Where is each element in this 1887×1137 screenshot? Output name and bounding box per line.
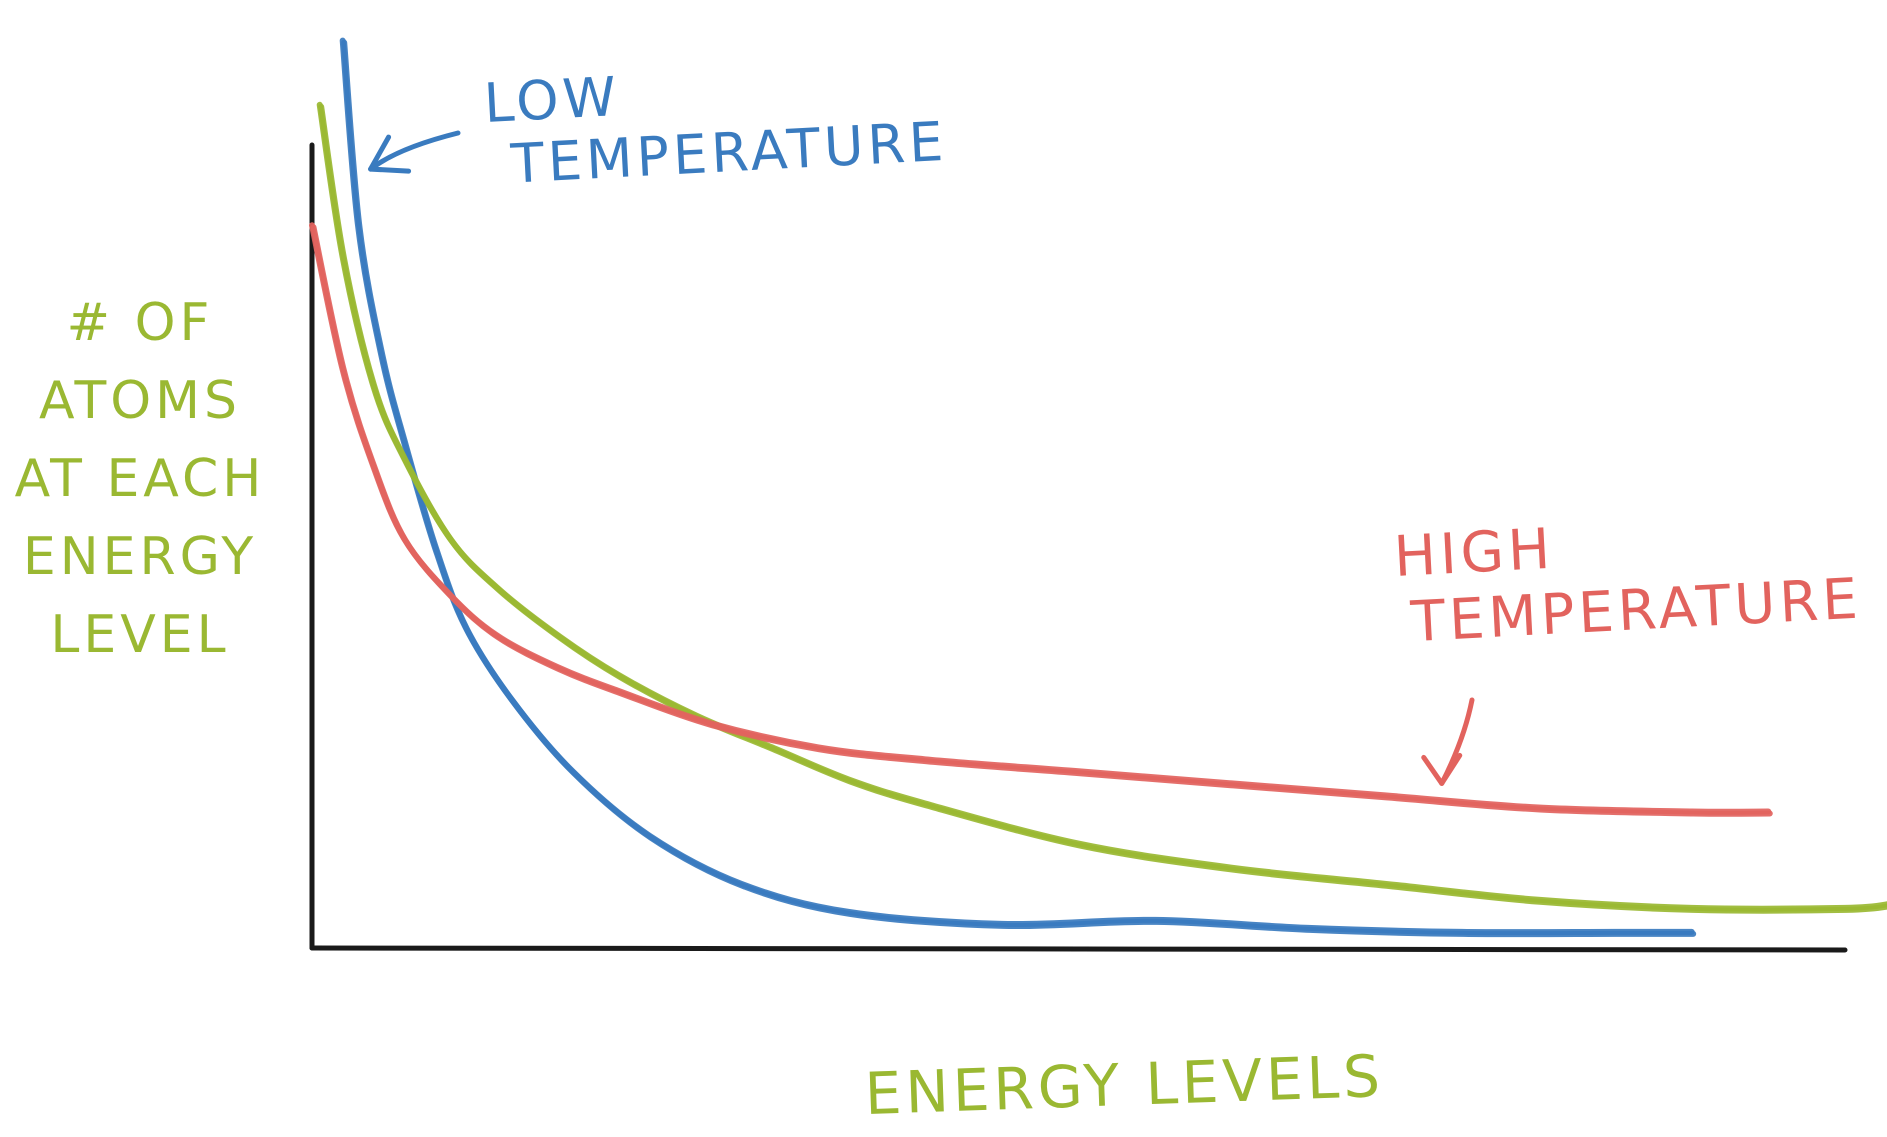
annotation-arrow bbox=[368, 130, 461, 172]
x-axis-label: ENERGY LEVELS bbox=[864, 1042, 1385, 1128]
y-axis-label-line: ATOMS bbox=[39, 371, 241, 431]
annotation-text: HIGH bbox=[1392, 517, 1555, 590]
series-line-high-temperature-sketch bbox=[310, 224, 1773, 817]
series-line-low-temperature-sketch bbox=[341, 39, 1697, 938]
y-axis-label: # OF ATOMS AT EACH ENERGY LEVEL bbox=[15, 293, 266, 665]
series-line-mid-temperature-sketch bbox=[318, 103, 1887, 914]
axes bbox=[309, 142, 1848, 953]
series-line-mid-temperature bbox=[316, 101, 1887, 912]
annotation-arrow-head bbox=[1421, 752, 1463, 786]
y-axis-label-line: # OF bbox=[67, 293, 214, 353]
axis-labels: ENERGY LEVELS # OF ATOMS AT EACH ENERGY LEVE… bbox=[15, 293, 1385, 1128]
annotation-arrow bbox=[1439, 697, 1475, 786]
annotation-text: LOW bbox=[482, 65, 621, 135]
annotation-arrow-head bbox=[368, 134, 412, 174]
y-axis-label-line: ENERGY bbox=[23, 527, 257, 587]
x-axis bbox=[309, 945, 1848, 953]
series-lines bbox=[309, 37, 1887, 938]
y-axis-label-line: LEVEL bbox=[50, 605, 229, 665]
y-axis-label-line: AT EACH bbox=[15, 449, 266, 509]
